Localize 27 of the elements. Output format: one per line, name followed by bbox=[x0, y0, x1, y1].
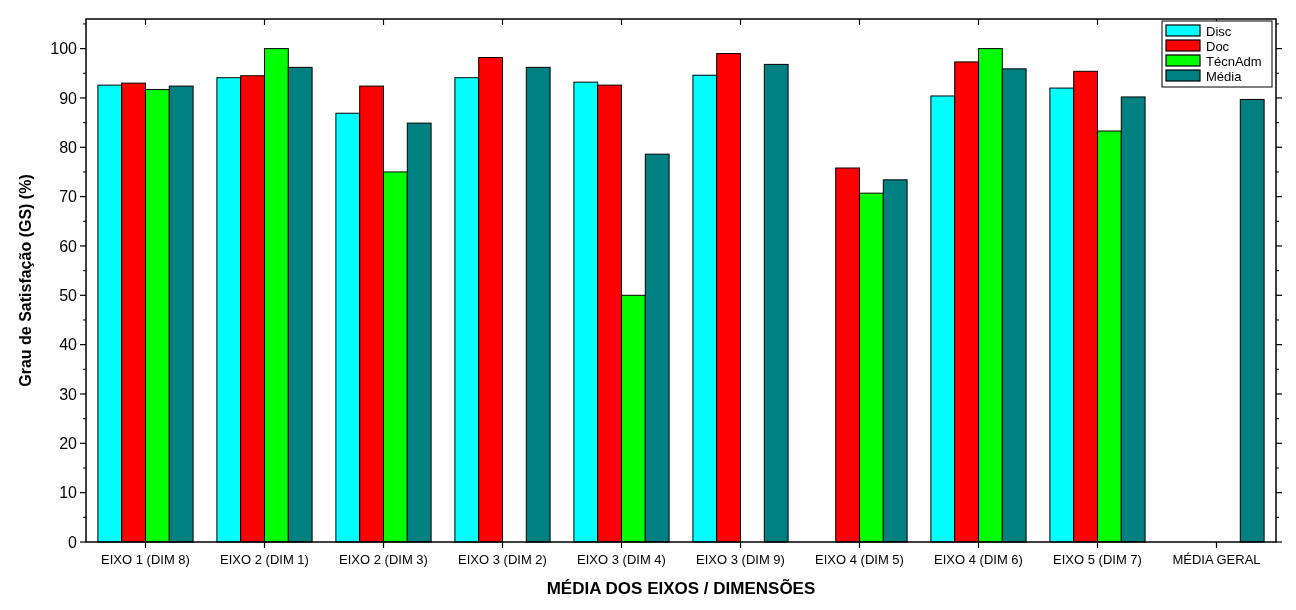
x-tick-label: EIXO 4 (DIM 6) bbox=[934, 552, 1023, 567]
y-tick-label: 60 bbox=[59, 237, 78, 255]
x-axis-title: MÉDIA DOS EIXOS / DIMENSÕES bbox=[546, 578, 816, 598]
x-tick-label: MÉDIA GERAL bbox=[1172, 552, 1261, 567]
x-tick-label: EIXO 4 (DIM 5) bbox=[815, 552, 904, 567]
y-tick-label: 80 bbox=[59, 138, 78, 156]
legend-label: Disc bbox=[1206, 23, 1232, 39]
y-tick-label: 50 bbox=[59, 286, 78, 304]
y-tick-label: 40 bbox=[59, 336, 78, 354]
y-tick-label: 20 bbox=[59, 434, 78, 452]
y-tick-label: 0 bbox=[68, 533, 78, 551]
x-tick-label: EIXO 1 (DIM 8) bbox=[101, 552, 190, 567]
legend-label: TécnAdm bbox=[1206, 53, 1262, 69]
x-tick-label: EIXO 3 (DIM 9) bbox=[696, 552, 785, 567]
x-tick-label: EIXO 2 (DIM 3) bbox=[339, 552, 428, 567]
y-tick-label: 30 bbox=[59, 385, 78, 403]
legend-label: Média bbox=[1206, 68, 1243, 84]
y-tick-label: 10 bbox=[59, 484, 78, 502]
y-axis-title: Grau de Satisfação (GS) (%) bbox=[17, 174, 34, 387]
y-tick-label: 70 bbox=[59, 188, 78, 206]
y-tick-label: 90 bbox=[59, 89, 78, 107]
legend-label: Doc bbox=[1206, 38, 1230, 54]
x-tick-label: EIXO 3 (DIM 4) bbox=[577, 552, 666, 567]
x-tick-label: EIXO 3 (DIM 2) bbox=[458, 552, 547, 567]
x-tick-label: EIXO 5 (DIM 7) bbox=[1053, 552, 1142, 567]
y-tick-label: 100 bbox=[50, 40, 78, 58]
x-tick-label: EIXO 2 (DIM 1) bbox=[220, 552, 309, 567]
